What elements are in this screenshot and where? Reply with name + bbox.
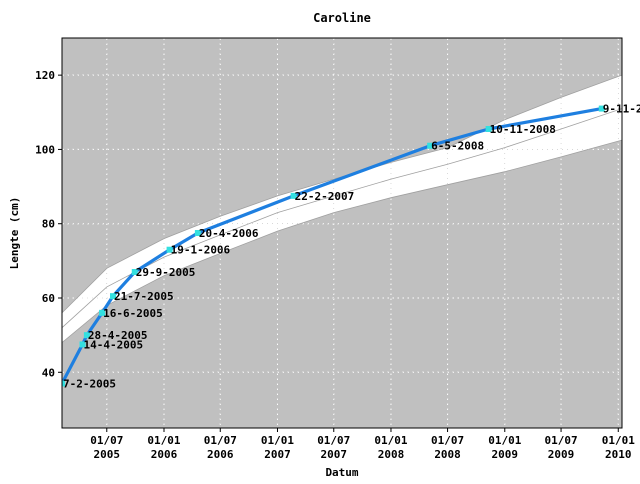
y-axis-title: Lengte (cm)	[8, 197, 21, 270]
y-tick-label: 40	[42, 366, 55, 379]
data-point	[109, 293, 116, 300]
x-tick-year-label: 2005	[94, 448, 121, 461]
x-tick-year-label: 2009	[492, 448, 519, 461]
data-point	[62, 380, 65, 387]
data-label: 28-4-2005	[88, 329, 148, 342]
data-label: 16-6-2005	[103, 307, 163, 320]
y-tick-label: 60	[42, 292, 55, 305]
y-tick-label: 100	[35, 143, 55, 156]
data-point	[131, 269, 138, 275]
x-tick-year-label: 2007	[264, 448, 291, 461]
x-tick-year-label: 2008	[434, 448, 461, 461]
data-point	[79, 341, 86, 348]
x-tick-label: 01/07	[204, 434, 237, 447]
data-label: 20-4-2006	[199, 227, 259, 240]
x-tick-label: 01/07	[544, 434, 577, 447]
x-tick-label: 01/01	[147, 434, 180, 447]
x-axis-title: Datum	[325, 466, 358, 479]
reference-line-lower	[62, 139, 622, 343]
data-point	[194, 230, 201, 236]
x-tick-label: 01/01	[374, 434, 407, 447]
x-tick-label: 01/01	[602, 434, 635, 447]
plot-frame	[61, 37, 623, 429]
reference-band	[62, 75, 622, 343]
data-label: 14-4-2005	[84, 338, 144, 351]
data-point	[166, 246, 173, 253]
x-tick-label: 01/01	[488, 434, 521, 447]
data-label: 29-9-2005	[136, 266, 196, 279]
plot-layer	[62, 38, 622, 428]
data-point	[83, 332, 90, 339]
x-tick-year-label: 2006	[151, 448, 178, 461]
chart-title: Caroline	[313, 11, 371, 25]
x-tick-year-label: 2006	[207, 448, 234, 461]
data-label: 21-7-2005	[114, 290, 174, 303]
x-tick-year-label: 2008	[378, 448, 405, 461]
data-point	[427, 142, 434, 149]
y-tick-label: 120	[35, 69, 55, 82]
data-point	[290, 192, 297, 199]
x-tick-label: 01/01	[261, 434, 294, 447]
data-label: 10-11-2008	[490, 123, 556, 136]
x-tick-label: 01/07	[431, 434, 464, 447]
plot-background	[62, 38, 622, 428]
data-label: 22-2-2007	[295, 190, 355, 203]
data-label: 6-5-2008	[431, 140, 484, 153]
x-tick-year-label: 2009	[548, 448, 575, 461]
data-point	[485, 126, 492, 132]
data-label: 9-11-2009	[603, 103, 640, 116]
y-tick-label: 80	[42, 218, 55, 231]
reference-line-upper	[62, 74, 622, 314]
data-label: 19-1-2006	[171, 244, 231, 257]
x-tick-year-label: 2007	[321, 448, 348, 461]
x-tick-label: 01/07	[317, 434, 350, 447]
data-label: 7-2-2005	[63, 377, 116, 390]
data-point	[598, 105, 605, 112]
x-tick-year-label: 2010	[605, 448, 632, 461]
data-point	[99, 309, 106, 316]
x-tick-label: 01/07	[90, 434, 123, 447]
